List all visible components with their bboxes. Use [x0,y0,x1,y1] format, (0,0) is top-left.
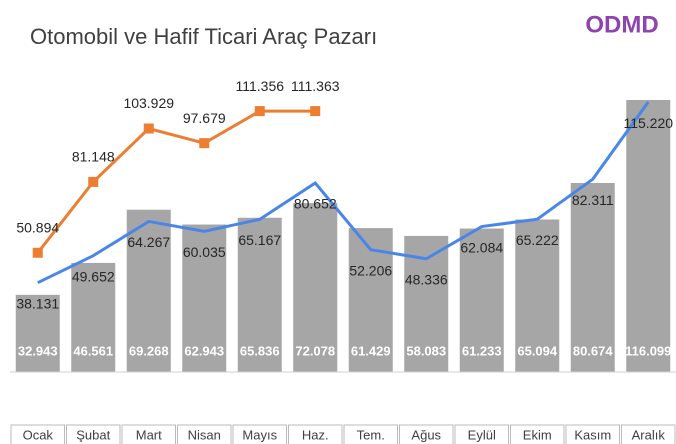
point-label: 62.084 [460,239,503,255]
bar-label: 62.943 [184,343,224,358]
point-label: 64.267 [127,234,170,250]
bar-label: 116.099 [625,343,671,358]
point-label: 80.652 [294,196,337,212]
bar [237,217,282,372]
point-label: 49.652 [72,268,115,284]
point-label: 65.222 [516,232,559,248]
x-tick-label: Aralık [632,427,666,442]
category-box [177,424,232,444]
point-label: 38.131 [16,295,59,311]
category-box [621,424,676,444]
bar [126,209,171,372]
category-box [399,424,454,444]
point-label: 111.363 [291,78,340,94]
point-label: 52.206 [349,262,392,278]
point-label: 103.929 [123,95,174,111]
point-marker [310,106,321,117]
x-tick-label: Ocak [23,427,54,442]
point-label: 82.311 [572,192,614,208]
point-label: 115.220 [623,115,673,131]
x-tick-label: Tem. [357,427,385,442]
category-box [66,424,121,444]
category-box [232,424,287,444]
x-tick-label: Eylül [468,427,496,442]
point-marker [143,123,154,134]
category-box [565,424,620,444]
bar-label: 61.233 [462,343,502,358]
bar-label: 69.268 [129,343,169,358]
x-tick-label: Kasım [574,427,611,442]
bar-label: 46.561 [73,343,113,358]
point-label: 48.336 [405,271,448,287]
bar [182,224,227,372]
category-box [10,424,65,444]
bar-label: 65.836 [240,343,280,358]
point-label: 111.356 [235,78,284,94]
bar [459,228,504,372]
category-box [288,424,343,444]
point-label: 81.148 [72,149,115,165]
bar-label: 72.078 [295,343,335,358]
x-tick-label: Ağus [411,427,441,442]
point-marker [254,106,265,117]
x-tick-label: Mart [136,427,162,442]
bar-label: 32.943 [18,343,58,358]
bar-label: 61.429 [351,343,391,358]
x-tick-label: Şubat [76,427,110,442]
bar [570,182,615,372]
point-label: 97.679 [183,110,226,126]
bar [15,294,60,372]
point-marker [199,138,210,149]
category-box [121,424,176,444]
point-label: 65.167 [238,232,281,248]
point-label: 60.035 [183,244,226,260]
bar-label: 80.674 [573,343,614,358]
bar [293,203,338,372]
logo: ODMD [585,11,658,38]
point-label: 50.894 [16,219,59,235]
x-tick-label: Ekim [523,427,552,442]
category-box [510,424,565,444]
category-box [454,424,509,444]
bar [71,262,116,372]
chart-title: Otomobil ve Hafif Ticari Araç Pazarı [30,24,377,49]
category-box [343,424,398,444]
bar [515,219,560,372]
bar-label: 58.083 [406,343,446,358]
point-marker [32,247,43,258]
x-tick-label: Nisan [188,427,221,442]
bar [626,100,671,372]
line [37,101,650,285]
point-marker [88,176,99,187]
bar-label: 65.094 [517,343,558,358]
line [36,109,316,254]
x-tick-label: Mayıs [242,427,277,442]
x-tick-label: Haz. [302,427,329,442]
